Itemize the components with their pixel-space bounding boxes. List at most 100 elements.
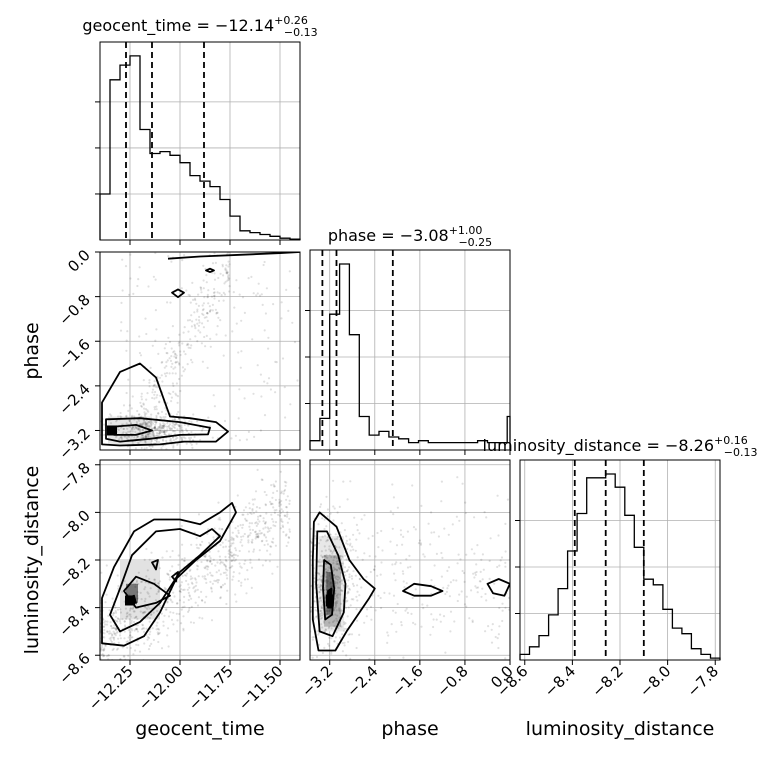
xlabel-phase: phase — [381, 718, 438, 740]
sample-point — [171, 362, 174, 365]
sample-point — [155, 414, 158, 417]
sample-point — [186, 429, 189, 433]
sample-point — [474, 585, 477, 588]
sample-point — [137, 426, 140, 429]
histograms — [99, 55, 721, 660]
sample-point — [166, 422, 169, 425]
sample-point — [162, 430, 166, 434]
sample-point — [328, 574, 331, 577]
sample-point — [128, 419, 131, 422]
sample-point — [86, 427, 88, 429]
sample-point — [320, 623, 323, 626]
sample-point — [200, 342, 203, 345]
sample-point — [216, 311, 219, 314]
sample-point — [117, 641, 120, 644]
sample-point — [103, 636, 106, 639]
sample-point — [175, 413, 179, 416]
sample-point — [463, 580, 466, 584]
sample-point — [324, 579, 328, 582]
sample-point — [233, 306, 236, 309]
sample-point — [211, 436, 214, 439]
sample-point — [246, 569, 249, 572]
sample-point — [344, 622, 347, 625]
histogram-luminosity_distance — [519, 473, 721, 660]
sample-point — [232, 291, 235, 294]
sample-point — [163, 366, 166, 369]
sample-point — [102, 666, 104, 668]
sample-point — [130, 435, 133, 438]
sample-point — [119, 622, 122, 625]
sample-point — [239, 524, 242, 527]
sample-point — [441, 556, 444, 560]
sample-point — [180, 581, 183, 584]
sample-point — [249, 528, 252, 531]
sample-point — [273, 509, 276, 512]
sample-point — [214, 261, 217, 264]
sample-point — [156, 631, 159, 634]
sample-point — [346, 592, 349, 595]
sample-point — [179, 353, 182, 357]
sample-point — [266, 382, 269, 385]
sample-point — [154, 339, 157, 342]
sample-point — [158, 401, 161, 404]
sample-point — [123, 620, 126, 623]
sample-point — [379, 573, 382, 576]
sample-point — [278, 502, 281, 505]
sample-point — [246, 578, 249, 581]
sample-point — [311, 656, 314, 659]
sample-point — [158, 425, 162, 429]
sample-point — [223, 242, 225, 244]
sample-point — [114, 436, 118, 439]
sample-point — [152, 433, 155, 436]
sample-point — [135, 615, 138, 618]
sample-point — [380, 529, 383, 533]
sample-point — [120, 321, 123, 324]
sample-point — [115, 629, 118, 632]
sample-point — [269, 388, 272, 391]
sample-point — [261, 303, 264, 306]
sample-point — [417, 542, 420, 545]
sample-point — [172, 351, 175, 354]
sample-point — [332, 562, 335, 565]
sample-point — [168, 576, 172, 579]
sample-point — [170, 400, 173, 403]
xlabel-geocent-time: geocent_time — [135, 718, 264, 740]
sample-point — [183, 326, 186, 329]
sample-point — [145, 575, 148, 578]
sample-point — [427, 522, 430, 525]
sample-point — [432, 625, 435, 629]
sample-point — [347, 590, 350, 593]
sample-point — [222, 546, 225, 549]
sample-point — [234, 434, 237, 437]
sample-point — [230, 554, 234, 557]
sample-point — [154, 252, 157, 255]
sample-point — [345, 570, 348, 573]
sample-point — [257, 532, 260, 535]
sample-point — [153, 426, 156, 429]
sample-point — [206, 293, 209, 296]
sample-point — [337, 566, 340, 569]
sample-point — [266, 543, 269, 546]
sample-point — [143, 413, 146, 416]
sample-point — [111, 633, 114, 636]
sample-point — [196, 546, 199, 549]
sample-point — [174, 361, 177, 364]
sample-point — [201, 575, 204, 578]
sample-point — [172, 425, 175, 429]
sample-point — [112, 630, 115, 633]
sample-point — [414, 623, 417, 626]
sample-point — [191, 320, 194, 323]
sample-point — [285, 533, 288, 536]
ylabel-phase: phase — [21, 322, 43, 379]
sample-point — [109, 422, 113, 425]
sample-point — [354, 574, 357, 577]
sample-point — [105, 593, 108, 596]
sample-point — [166, 428, 169, 431]
sample-point — [135, 597, 138, 600]
sample-point — [256, 364, 259, 367]
sample-point — [274, 498, 277, 502]
sample-point — [162, 427, 165, 430]
sample-point — [187, 598, 190, 602]
sample-point — [112, 626, 116, 630]
sample-point — [141, 623, 144, 626]
